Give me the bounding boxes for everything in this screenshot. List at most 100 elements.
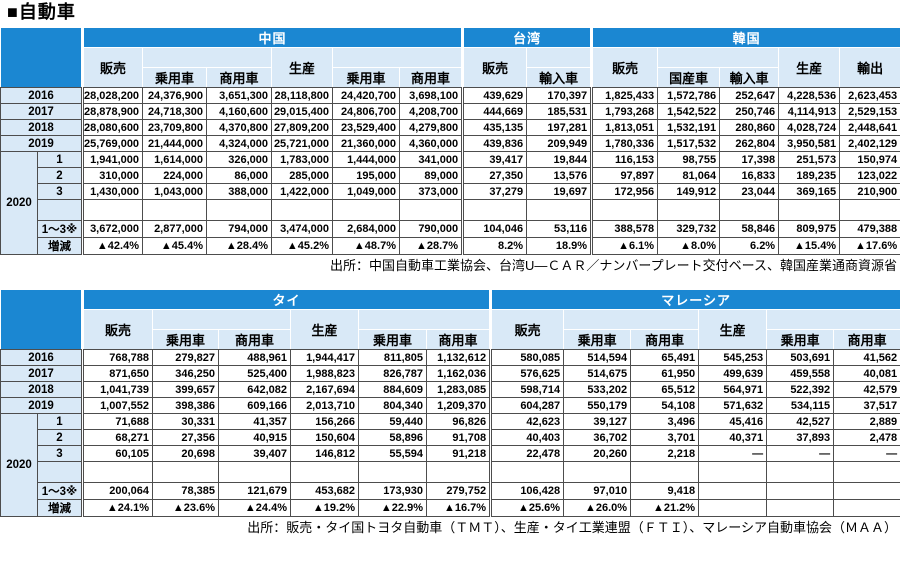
data-cell: 13,576 bbox=[527, 168, 592, 184]
header-group-taiwan: 台湾 bbox=[463, 28, 592, 48]
header-korea-exports: 輸出 bbox=[840, 48, 900, 88]
header-malaysia-sales-commercial: 商用車 bbox=[631, 330, 699, 350]
header-korea-domestic: 国産車 bbox=[658, 68, 720, 88]
data-cell: 1,283,085 bbox=[427, 382, 491, 398]
data-cell: 60,105 bbox=[83, 446, 153, 462]
data-cell: 439,629 bbox=[463, 88, 527, 104]
data-cell bbox=[272, 200, 333, 221]
data-cell: 8.2% bbox=[463, 238, 527, 255]
data-cell: 91,218 bbox=[427, 446, 491, 462]
data-cell: 25,721,000 bbox=[272, 136, 333, 152]
data-cell: 39,127 bbox=[564, 414, 631, 430]
data-cell: 42,527 bbox=[767, 414, 834, 430]
data-cell: 170,397 bbox=[527, 88, 592, 104]
data-cell: 25,769,000 bbox=[83, 136, 143, 152]
data-cell: 533,202 bbox=[564, 382, 631, 398]
data-cell: ▲25.6% bbox=[491, 500, 564, 517]
data-cell bbox=[491, 462, 564, 483]
header-spacer bbox=[767, 310, 900, 330]
data-cell: 41,357 bbox=[219, 414, 291, 430]
data-cell: 580,085 bbox=[491, 350, 564, 366]
row-label: 増減 bbox=[38, 500, 83, 517]
data-cell: 499,639 bbox=[699, 366, 767, 382]
data-cell: 2,889 bbox=[834, 414, 900, 430]
data-cell: 6.2% bbox=[720, 238, 779, 255]
data-cell: 2,478 bbox=[834, 430, 900, 446]
data-cell: 252,647 bbox=[720, 88, 779, 104]
data-cell: 790,000 bbox=[400, 221, 463, 238]
header-china-sales: 販売 bbox=[83, 48, 143, 88]
data-cell: 65,491 bbox=[631, 350, 699, 366]
data-cell: 29,015,400 bbox=[272, 104, 333, 120]
data-cell: — bbox=[834, 446, 900, 462]
data-cell: 42,623 bbox=[491, 414, 564, 430]
data-cell bbox=[631, 462, 699, 483]
data-cell: 16,833 bbox=[720, 168, 779, 184]
row-label: 1 bbox=[38, 414, 83, 430]
data-cell: 598,714 bbox=[491, 382, 564, 398]
data-cell: 373,000 bbox=[400, 184, 463, 200]
data-cell: 534,115 bbox=[767, 398, 834, 414]
data-cell: 1,041,739 bbox=[83, 382, 153, 398]
row-label-period-group: 2020 bbox=[1, 414, 38, 517]
header-spacer bbox=[143, 48, 272, 68]
header-spacer bbox=[527, 48, 592, 68]
data-cell: 173,930 bbox=[359, 483, 427, 500]
data-cell: 398,386 bbox=[153, 398, 219, 414]
data-cell: 1,532,191 bbox=[658, 120, 720, 136]
data-cell: 24,718,300 bbox=[143, 104, 207, 120]
data-cell: 3,474,000 bbox=[272, 221, 333, 238]
header-taiwan-imported: 輸入車 bbox=[527, 68, 592, 88]
data-cell bbox=[834, 483, 900, 500]
header-korea-production: 生産 bbox=[779, 48, 840, 88]
data-cell: 1,783,000 bbox=[272, 152, 333, 168]
data-cell bbox=[767, 462, 834, 483]
data-cell: 2,402,129 bbox=[840, 136, 900, 152]
data-cell: 58,846 bbox=[720, 221, 779, 238]
data-cell: — bbox=[699, 446, 767, 462]
data-cell: 54,108 bbox=[631, 398, 699, 414]
data-cell: 4,114,913 bbox=[779, 104, 840, 120]
table-east-asia: 中国 台湾 韓国 販売 生産 販売 販売 生産 輸出 乗用車 商用車 乗用車 商 bbox=[0, 27, 900, 255]
data-cell bbox=[219, 462, 291, 483]
data-cell: 1,209,370 bbox=[427, 398, 491, 414]
data-cell: 262,804 bbox=[720, 136, 779, 152]
header-malaysia-sales: 販売 bbox=[491, 310, 564, 350]
data-cell bbox=[834, 500, 900, 517]
data-cell: 4,279,800 bbox=[400, 120, 463, 136]
data-cell: 1,813,051 bbox=[592, 120, 658, 136]
row-label bbox=[38, 462, 83, 483]
data-cell: ▲24.1% bbox=[83, 500, 153, 517]
data-cell: 1,614,000 bbox=[143, 152, 207, 168]
data-cell: 4,370,800 bbox=[207, 120, 272, 136]
data-cell: 19,697 bbox=[527, 184, 592, 200]
stub-header bbox=[1, 28, 83, 88]
data-cell: 550,179 bbox=[564, 398, 631, 414]
data-cell bbox=[699, 483, 767, 500]
data-cell bbox=[359, 462, 427, 483]
data-cell: 40,915 bbox=[219, 430, 291, 446]
data-cell bbox=[834, 462, 900, 483]
data-cell: 1,941,000 bbox=[83, 152, 143, 168]
header-malaysia-sales-passenger: 乗用車 bbox=[564, 330, 631, 350]
data-cell: 4,028,724 bbox=[779, 120, 840, 136]
data-cell: 1,517,532 bbox=[658, 136, 720, 152]
data-cell: 768,788 bbox=[83, 350, 153, 366]
header-taiwan-sales: 販売 bbox=[463, 48, 527, 88]
data-cell: 1,043,000 bbox=[143, 184, 207, 200]
row-label: 3 bbox=[38, 446, 83, 462]
data-cell: 1,422,000 bbox=[272, 184, 333, 200]
data-cell: 2,167,694 bbox=[291, 382, 359, 398]
data-cell bbox=[699, 462, 767, 483]
data-cell: 96,826 bbox=[427, 414, 491, 430]
table-header: タイ マレーシア 販売 生産 販売 生産 乗用車 商用車 乗用車 商用車 乗用車… bbox=[1, 290, 900, 350]
data-cell: 195,000 bbox=[333, 168, 400, 184]
header-spacer bbox=[658, 48, 779, 68]
data-cell bbox=[207, 200, 272, 221]
data-cell: 326,000 bbox=[207, 152, 272, 168]
data-cell bbox=[463, 200, 527, 221]
